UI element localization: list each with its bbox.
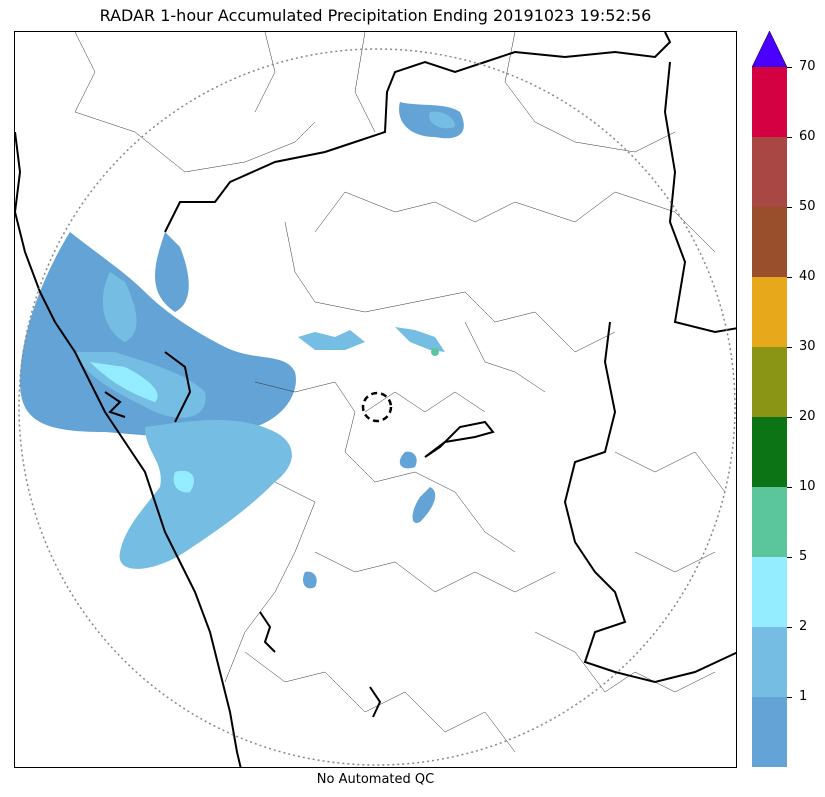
colorbar-tick-label: 5 [799, 549, 808, 564]
range-ring [18, 48, 736, 766]
state-boundaries [15, 32, 736, 767]
colorbar-tick-label: 50 [799, 199, 816, 214]
district-boundaries [74, 32, 726, 753]
colorbar-segment [752, 697, 787, 767]
colorbar [752, 67, 787, 767]
colorbar-segment [752, 277, 787, 347]
colorbar-tick-label: 30 [799, 339, 816, 354]
colorbar-segment [752, 557, 787, 627]
colorbar-tick [787, 347, 792, 348]
colorbar-tick [787, 137, 792, 138]
colorbar-tick [787, 277, 792, 278]
colorbar-tick-label: 20 [799, 409, 816, 424]
colorbar-segment [752, 417, 787, 487]
colorbar-segment [752, 207, 787, 277]
colorbar-tick-label: 40 [799, 269, 816, 284]
colorbar-tick-label: 70 [799, 59, 816, 74]
radar-site-marker [361, 391, 393, 423]
colorbar-tick-label: 10 [799, 479, 816, 494]
map-canvas [15, 32, 736, 767]
colorbar-segment [752, 627, 787, 697]
colorbar-tick-label: 1 [799, 689, 808, 704]
colorbar-tick [787, 67, 792, 68]
colorbar-overflow-triangle [752, 31, 787, 67]
colorbar-segment [752, 137, 787, 207]
colorbar-tick-label: 60 [799, 129, 816, 144]
radar-map [14, 31, 737, 768]
precipitation-echoes [20, 102, 464, 589]
colorbar-segment [752, 67, 787, 137]
plot-title: RADAR 1-hour Accumulated Precipitation E… [99, 6, 652, 25]
colorbar-tick [787, 207, 792, 208]
colorbar-tick [787, 417, 792, 418]
colorbar-tick [787, 557, 792, 558]
colorbar-tick-label: 2 [799, 619, 808, 634]
colorbar-segment [752, 487, 787, 557]
colorbar-tick [787, 697, 792, 698]
colorbar-tick [787, 627, 792, 628]
qc-note: No Automated QC [316, 772, 435, 787]
colorbar-tick [787, 487, 792, 488]
colorbar-segment [752, 347, 787, 417]
